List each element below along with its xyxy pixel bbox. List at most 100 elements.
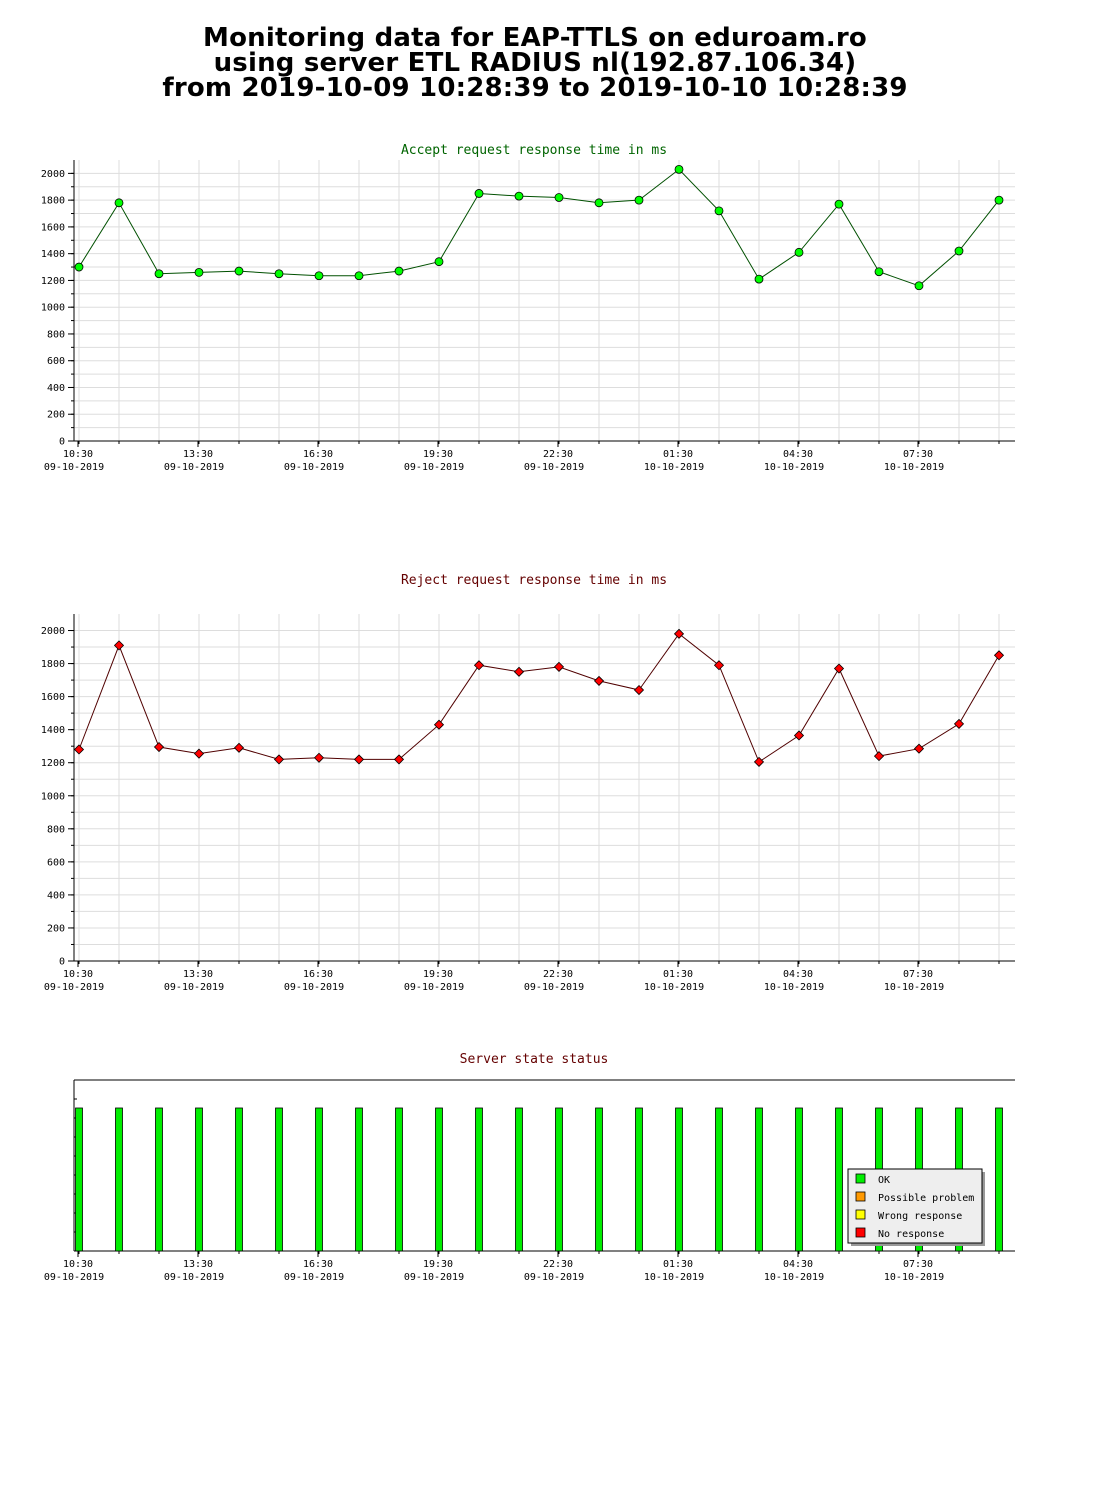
- reject-chart-y-tick-label: 1800: [41, 659, 65, 670]
- reject-chart-point: [353, 754, 365, 765]
- accept-chart-x-tick-date: 09-10-2019: [284, 462, 344, 473]
- reject-chart-title: Reject request response time in ms: [401, 573, 667, 588]
- status-chart-bar: [355, 1107, 363, 1252]
- reject-chart-y-tick-label: 200: [47, 923, 65, 934]
- status-chart-bar: [515, 1107, 523, 1252]
- accept-chart-point: [394, 266, 404, 276]
- reject-chart-x-tick-time: 10:30: [63, 969, 93, 980]
- status-chart-x-tick-date: 10-10-2019: [884, 1272, 944, 1283]
- status-chart-x-tick-time: 04:30: [783, 1259, 813, 1270]
- reject-chart-y-tick-label: 600: [47, 857, 65, 868]
- reject-chart-y-tick-label: 400: [47, 890, 65, 901]
- reject-chart-x-tick-time: 07:30: [903, 969, 933, 980]
- status-chart-bar: [795, 1107, 803, 1252]
- reject-chart-point: [633, 684, 645, 696]
- status-chart-bar: [475, 1107, 483, 1252]
- status-chart-bar: [75, 1107, 83, 1252]
- reject-chart-y-tick-label: 1000: [41, 791, 65, 802]
- reject-chart-x-tick-date: 09-10-2019: [524, 982, 584, 993]
- reject-chart-point: [753, 756, 765, 767]
- status-chart-legend: OK Possible problem Wrong response No respo…: [847, 1168, 985, 1246]
- accept-chart-x-tick-time: 22:30: [543, 449, 573, 460]
- reject-chart-point: [713, 660, 725, 671]
- accept-chart-point: [514, 191, 524, 201]
- status-chart-x-tick-date: 10-10-2019: [764, 1272, 824, 1283]
- status-chart-bar: [235, 1107, 243, 1252]
- accept-chart-point: [674, 164, 684, 174]
- status-chart-bar: [275, 1107, 283, 1252]
- accept-chart-point: [594, 198, 604, 208]
- accept-chart-point: [274, 269, 284, 279]
- accept-chart-point: [554, 193, 564, 202]
- reject-chart-point: [833, 663, 845, 674]
- page-title-line-2: using server ETL RADIUS nl(192.87.106.34…: [213, 48, 857, 78]
- accept-chart-point: [354, 271, 364, 281]
- accept-chart-point: [474, 189, 484, 198]
- status-chart-bar: [435, 1107, 443, 1252]
- status-chart-bar: [755, 1107, 763, 1252]
- status-chart-x-tick-date: 09-10-2019: [284, 1272, 344, 1283]
- accept-chart-x-tick-time: 13:30: [183, 449, 213, 460]
- status-chart-x-tick-time: 01:30: [663, 1259, 693, 1270]
- status-chart-x-tick-time: 19:30: [423, 1259, 453, 1270]
- accept-chart-x-tick-date: 09-10-2019: [524, 462, 584, 473]
- accept-chart-y-tick-label: 1000: [41, 303, 65, 314]
- legend-label: No response: [878, 1229, 944, 1240]
- status-chart-x-tick-date: 09-10-2019: [44, 1272, 104, 1283]
- accept-chart-point: [434, 257, 444, 267]
- page-title-line-3: from 2019-10-09 10:28:39 to 2019-10-10 1…: [162, 73, 908, 103]
- status-chart-bar: [115, 1107, 123, 1252]
- reject-chart-y-tick-label: 0: [59, 957, 65, 968]
- reject-chart-y-tick-label: 800: [47, 824, 65, 835]
- status-chart-x-tick-time: 13:30: [183, 1259, 213, 1270]
- status-chart-bar: [395, 1107, 403, 1252]
- status-chart-bar: [595, 1107, 603, 1252]
- status-chart: Server state status 10:30 09-10-2019 13:30 0…: [44, 1052, 1015, 1283]
- status-chart-x-tick-time: 07:30: [903, 1259, 933, 1270]
- status-chart-x-tick-date: 10-10-2019: [644, 1272, 704, 1283]
- reject-chart-point: [993, 650, 1005, 661]
- accept-chart-point: [234, 266, 244, 276]
- status-chart-bar: [635, 1107, 643, 1252]
- reject-chart-x-tick-date: 09-10-2019: [284, 982, 344, 993]
- accept-chart-y-tick-label: 0: [59, 437, 65, 448]
- legend-label: Possible problem: [878, 1193, 974, 1204]
- page-title: Monitoring data for EAP-TTLS on eduroam.…: [0, 25, 1070, 103]
- legend-label: OK: [878, 1175, 890, 1186]
- legend-swatch: [855, 1227, 866, 1238]
- accept-chart-point: [874, 267, 884, 277]
- accept-chart-y-tick-label: 200: [47, 410, 65, 421]
- reject-chart-point: [593, 675, 605, 686]
- reject-chart-x-tick-date: 09-10-2019: [164, 982, 224, 993]
- reject-chart-point: [473, 660, 485, 671]
- accept-chart-x-tick-time: 01:30: [663, 449, 693, 460]
- reject-chart-point: [233, 742, 245, 753]
- accept-chart-x-tick-date: 09-10-2019: [404, 462, 464, 473]
- reject-chart-y-tick-label: 1400: [41, 725, 65, 736]
- accept-chart-x-tick-time: 04:30: [783, 449, 813, 460]
- accept-chart-point: [754, 274, 764, 284]
- accept-chart-point: [154, 269, 164, 279]
- accept-chart-y-tick-label: 1200: [41, 276, 65, 287]
- legend-swatch: [855, 1191, 866, 1202]
- accept-chart-point: [834, 199, 844, 209]
- accept-chart-point: [114, 198, 124, 208]
- legend-label: Wrong response: [878, 1211, 962, 1222]
- accept-chart-point: [314, 271, 324, 281]
- reject-chart-point: [153, 741, 165, 753]
- accept-chart-y-tick-label: 2000: [41, 169, 65, 180]
- accept-chart-x-tick-date: 09-10-2019: [44, 462, 104, 473]
- reject-chart-point: [73, 744, 85, 755]
- status-chart-bar: [155, 1107, 163, 1252]
- legend-swatch: [855, 1209, 866, 1220]
- reject-chart-y-tick-label: 2000: [41, 626, 65, 637]
- accept-chart: Accept request response time in ms 0 200 40…: [41, 143, 1015, 473]
- accept-chart-x-tick-date: 10-10-2019: [764, 462, 824, 473]
- accept-chart-x-tick-date: 10-10-2019: [884, 462, 944, 473]
- reject-chart-point: [953, 718, 965, 729]
- reject-chart-point: [873, 751, 885, 762]
- reject-chart-point: [273, 754, 285, 765]
- accept-chart-point: [634, 195, 644, 205]
- reject-chart-x-tick-date: 09-10-2019: [44, 982, 104, 993]
- legend-box: [847, 1168, 983, 1244]
